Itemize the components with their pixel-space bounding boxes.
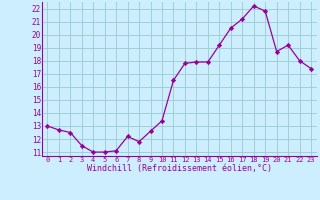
X-axis label: Windchill (Refroidissement éolien,°C): Windchill (Refroidissement éolien,°C) xyxy=(87,164,272,173)
